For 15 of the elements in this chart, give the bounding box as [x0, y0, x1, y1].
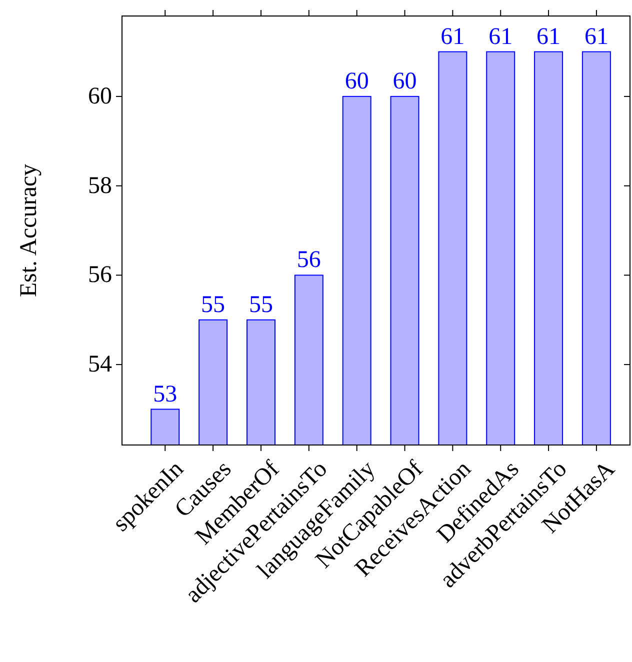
y-axis-title: Est. Accuracy	[16, 164, 42, 298]
data-label: 61	[536, 24, 561, 50]
y-tick-label: 58	[88, 172, 112, 199]
y-tick-label: 56	[88, 262, 112, 288]
data-label: 56	[296, 247, 321, 274]
data-label: 60	[344, 68, 369, 94]
y-tick-label: 60	[88, 83, 112, 110]
data-label: 53	[153, 381, 178, 408]
data-label: 55	[248, 292, 273, 318]
data-label: 55	[201, 292, 226, 318]
data-label: 61	[488, 24, 513, 50]
data-label: 60	[392, 68, 417, 94]
data-label: 61	[584, 24, 608, 50]
y-tick-label: 54	[88, 352, 112, 378]
data-label: 61	[440, 24, 465, 50]
